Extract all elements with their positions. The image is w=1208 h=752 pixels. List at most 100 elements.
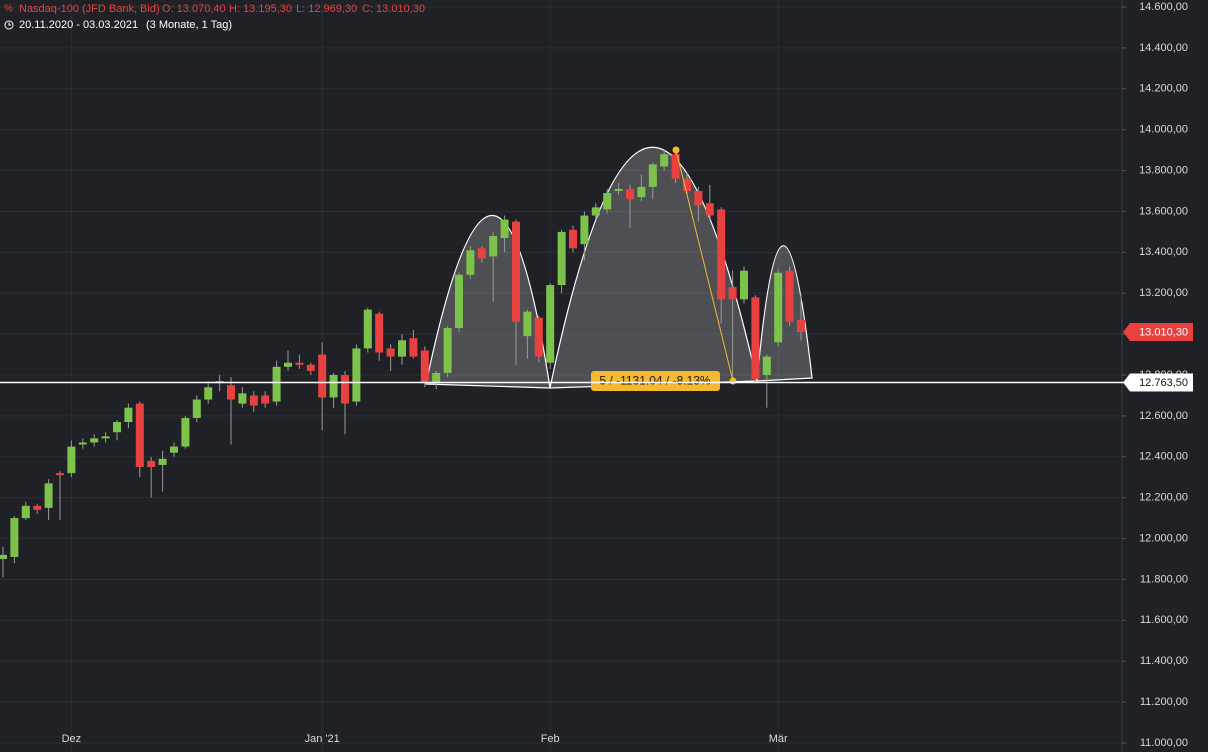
candle-body — [78, 442, 87, 445]
candle-body — [477, 248, 486, 259]
header-icon: % — [4, 4, 13, 15]
candle-body — [557, 231, 566, 286]
price-label: 13.010,30 — [1139, 326, 1188, 338]
candle-body — [238, 393, 247, 404]
y-tick-label: 14.400,00 — [1139, 42, 1188, 54]
candle-body — [785, 270, 794, 322]
x-tick-label: Jan '21 — [305, 733, 340, 745]
y-tick-label: 12.000,00 — [1139, 532, 1188, 544]
candle-body — [352, 348, 361, 402]
candle-body — [660, 154, 669, 167]
grid: Dez Jan '21 Feb Mär — [0, 0, 1122, 752]
candle-body — [443, 327, 452, 373]
header-period: (3 Monate, 1 Tag) — [146, 19, 232, 31]
candle-body — [683, 178, 691, 191]
candle-body — [489, 235, 498, 257]
header: % Nasdaq-100 (JFD Bank, Bid) O: 13.070,4… — [4, 3, 425, 31]
candle-body — [386, 348, 395, 357]
x-tick-label: Mär — [769, 733, 788, 745]
candle-body — [147, 460, 156, 467]
clock-hands — [8, 22, 11, 26]
y-tick-label: 11.000,00 — [1140, 737, 1188, 749]
y-tick-label: 12.600,00 — [1139, 410, 1188, 422]
candle-body — [113, 422, 121, 433]
candle-body — [751, 297, 760, 380]
candle-body — [56, 473, 64, 476]
candle-body — [705, 203, 714, 216]
header-symbol: Nasdaq-100 (JFD Bank, Bid) — [19, 3, 160, 15]
measure-point — [729, 377, 737, 385]
header-close: C: 13.010,30 — [362, 3, 425, 15]
candle-body — [569, 229, 577, 249]
candle-body — [648, 164, 657, 187]
candle-body — [192, 399, 201, 418]
header-range: 20.11.2020 - 03.03.2021 — [19, 19, 138, 31]
candle-body — [329, 375, 338, 398]
candle-body — [546, 285, 555, 363]
x-tick-label: Dez — [62, 733, 82, 745]
y-axis: 11.000,00 11.200,00 11.400,00 11.600,00 11.8… — [1122, 1, 1188, 749]
candle-body — [284, 362, 292, 367]
candle-body — [124, 407, 133, 423]
y-tick-label: 11.200,00 — [1140, 696, 1188, 708]
candle-body — [318, 354, 327, 398]
candle-body — [44, 483, 53, 508]
candle-body — [797, 319, 805, 333]
candle-body — [523, 311, 532, 337]
y-tick-label: 12.400,00 — [1139, 451, 1188, 463]
right-shoulder — [756, 245, 813, 382]
candle-body — [409, 338, 418, 357]
candle-body — [295, 362, 304, 365]
candle-body — [603, 193, 612, 210]
candle-body — [500, 219, 509, 239]
candle-body — [204, 387, 213, 400]
candle-body — [363, 309, 372, 349]
candle-body — [306, 364, 315, 371]
candle-body — [249, 395, 258, 406]
candle-body — [671, 154, 680, 179]
clock-icon — [4, 20, 14, 30]
y-tick-label: 11.800,00 — [1140, 573, 1188, 585]
candle-body — [591, 207, 600, 216]
header-open: O: 13.070,40 — [162, 3, 226, 15]
candle-body — [717, 209, 726, 300]
price-label-box — [1123, 373, 1193, 392]
candle-body — [375, 313, 384, 353]
candle-body — [67, 446, 76, 474]
y-tick-label: 13.400,00 — [1139, 246, 1188, 258]
measure-point — [672, 146, 680, 154]
candle-body — [455, 274, 463, 328]
candle-body — [626, 188, 634, 200]
y-tick-label: 11.600,00 — [1140, 614, 1188, 626]
measure-label: 5 / -1131.04 / -8.13% — [599, 374, 711, 388]
candle-body — [728, 287, 737, 300]
price-label: 12.763,50 — [1139, 377, 1188, 389]
candle-body — [261, 395, 270, 404]
y-tick-label: 12.200,00 — [1139, 492, 1188, 504]
candle-body — [774, 272, 783, 343]
price-label-box — [1123, 323, 1193, 342]
candle-body — [534, 317, 543, 357]
candle-body — [227, 385, 235, 400]
candle-body — [170, 446, 178, 453]
candle-body — [512, 221, 520, 322]
candle-body — [33, 505, 42, 510]
header-low: L: 12.969,30 — [296, 3, 357, 15]
candle-body — [90, 438, 99, 443]
y-tick-label: 11.400,00 — [1140, 655, 1188, 667]
y-tick-label: 13.200,00 — [1139, 287, 1188, 299]
candle-body — [158, 458, 167, 465]
candle-body — [135, 403, 144, 467]
measure-label-box — [591, 371, 720, 391]
candle-body — [466, 250, 475, 275]
y-tick-label: 14.200,00 — [1139, 83, 1188, 95]
candle-body — [181, 417, 190, 447]
candle-body — [21, 505, 30, 519]
y-tick-label: 13.600,00 — [1139, 205, 1188, 217]
candle-body — [637, 186, 646, 198]
candle-body — [10, 518, 19, 557]
candle-body — [420, 350, 429, 384]
candle-body — [694, 191, 703, 206]
candles — [0, 148, 805, 578]
